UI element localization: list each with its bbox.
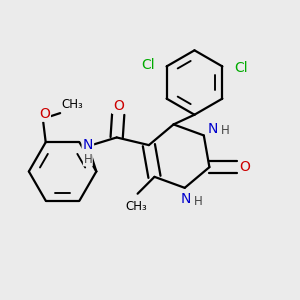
Text: N: N xyxy=(83,138,93,152)
Text: CH₃: CH₃ xyxy=(125,200,147,213)
Text: CH₃: CH₃ xyxy=(62,98,83,111)
Text: O: O xyxy=(39,107,50,121)
Text: N: N xyxy=(181,192,191,206)
Text: N: N xyxy=(208,122,218,136)
Text: H: H xyxy=(194,195,202,208)
Text: Cl: Cl xyxy=(235,61,248,75)
Text: O: O xyxy=(113,99,124,113)
Text: H: H xyxy=(221,124,230,137)
Text: H: H xyxy=(83,153,92,166)
Text: Cl: Cl xyxy=(141,58,154,72)
Text: O: O xyxy=(239,160,250,174)
